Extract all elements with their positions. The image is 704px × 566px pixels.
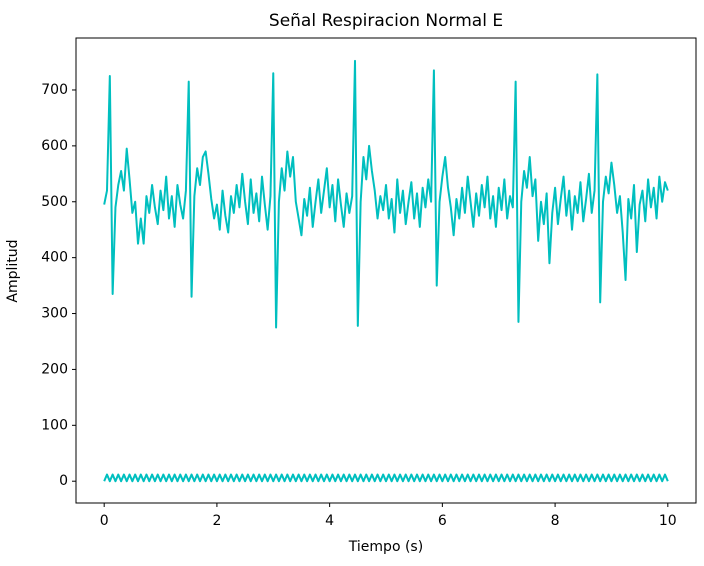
x-tick-label: 4 [325,513,334,529]
x-tick-label: 2 [212,513,221,529]
x-tick-label: 0 [100,513,109,529]
y-tick-label: 600 [41,138,68,154]
y-tick-label: 200 [41,361,68,377]
y-tick-label: 700 [41,82,68,98]
x-tick-label: 6 [438,513,447,529]
data-line [103,59,669,329]
data-line [103,473,669,483]
x-tick-label: 8 [551,513,560,529]
plot-frame [75,37,697,504]
y-tick-label: 0 [59,473,68,489]
x-tick-label: 10 [659,513,677,529]
y-tick-label: 500 [41,194,68,210]
x-axis-label: Tiempo (s) [348,539,423,555]
y-tick-label: 400 [41,250,68,266]
y-tick-label: 300 [41,306,68,322]
y-tick-label: 100 [41,417,68,433]
y-axis-label: Amplitud [5,239,21,302]
chart-title: Señal Respiracion Normal E [269,11,503,31]
